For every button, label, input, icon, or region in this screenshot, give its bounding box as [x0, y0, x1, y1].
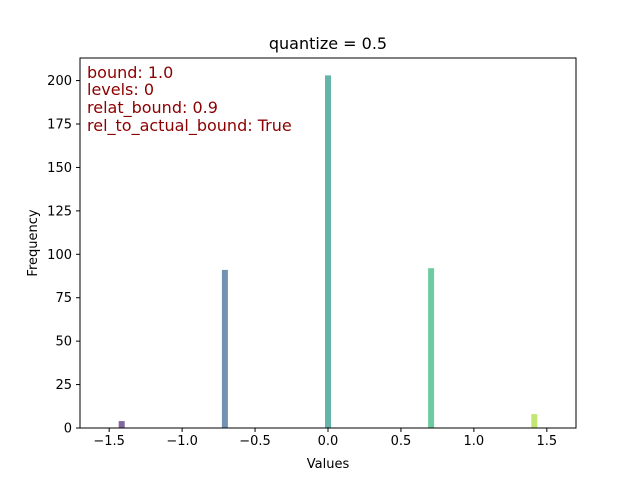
annotation-bound: bound: 1.0 — [87, 63, 174, 82]
x-tick-label: −1.0 — [166, 434, 198, 449]
x-tick-label: 1.0 — [464, 434, 485, 449]
y-tick-label: 125 — [47, 204, 72, 219]
histogram-bar-3 — [428, 268, 435, 428]
x-tick-label: −1.5 — [93, 434, 125, 449]
y-tick-label: 175 — [47, 118, 72, 133]
x-tick-label: −0.5 — [239, 434, 271, 449]
histogram-bar-2 — [325, 75, 331, 429]
y-tick-label: 100 — [47, 248, 72, 263]
histogram-bar-0 — [118, 421, 125, 428]
chart-title: quantize = 0.5 — [269, 34, 387, 53]
histogram-bar-1 — [221, 269, 228, 428]
y-tick-label: 200 — [47, 74, 72, 89]
x-tick-label: 0.0 — [318, 434, 339, 449]
x-axis: −1.5 −1.0 −0.5 0.0 0.5 1.0 1.5 — [93, 428, 557, 449]
y-tick-label: 50 — [55, 335, 72, 350]
histogram-bar-4 — [531, 414, 538, 428]
y-tick-label: 75 — [55, 291, 72, 306]
y-tick-label: 25 — [55, 378, 72, 393]
x-axis-label: Values — [307, 457, 350, 472]
y-axis-label: Frequency — [26, 209, 41, 276]
bars-layer — [118, 75, 538, 429]
annotation-rel-to-actual-bound: rel_to_actual_bound: True — [87, 116, 292, 135]
y-tick-label: 0 — [64, 422, 72, 437]
annotation-relat-bound: relat_bound: 0.9 — [87, 98, 218, 117]
x-tick-label: 1.5 — [536, 434, 557, 449]
annotation-levels: levels: 0 — [87, 80, 155, 99]
y-axis: 0 25 50 75 100 125 150 175 200 — [47, 74, 80, 437]
x-tick-label: 0.5 — [391, 434, 412, 449]
y-tick-label: 150 — [47, 161, 72, 176]
